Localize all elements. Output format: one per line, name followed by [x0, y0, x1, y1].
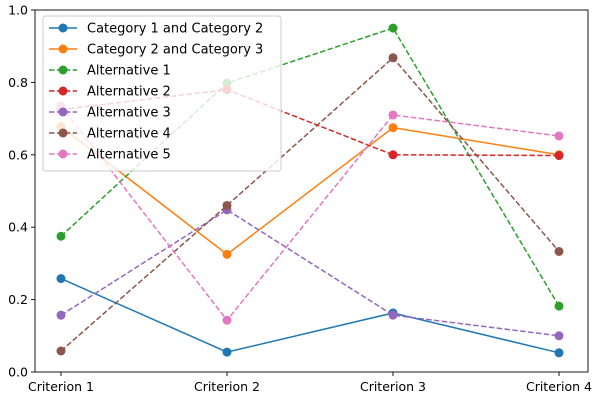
legend-label: Alternative 5 — [87, 148, 171, 163]
y-tick-label: 0.0 — [8, 365, 28, 380]
series-line — [60, 105, 560, 322]
series-5 — [56, 53, 564, 356]
data-point — [56, 310, 66, 320]
series-line — [60, 277, 560, 354]
data-point — [388, 23, 398, 33]
series-line — [60, 208, 560, 337]
y-tick-label: 1.0 — [8, 3, 28, 18]
legend-box — [42, 15, 282, 172]
data-point — [56, 274, 66, 284]
data-point — [388, 310, 398, 320]
data-point — [554, 331, 564, 341]
data-point — [388, 110, 398, 120]
x-tick-label: Criterion 1 — [28, 379, 94, 394]
x-tick-label: Criterion 3 — [360, 379, 426, 394]
data-point — [554, 301, 564, 311]
legend: Category 1 and Category 2 Category 2 and … — [42, 15, 282, 172]
legend-label: Alternative 2 — [87, 85, 171, 100]
legend-marker — [58, 65, 68, 75]
data-point — [222, 347, 232, 357]
y-tick-label: 0.8 — [8, 75, 28, 90]
axes-frame — [34, 9, 589, 373]
series-line — [60, 125, 560, 256]
legend-item: Alternative 1 — [49, 64, 171, 79]
data-point — [554, 131, 564, 141]
legend-marker — [58, 149, 68, 159]
data-point — [222, 315, 232, 325]
legend-label: Alternative 3 — [87, 106, 171, 121]
legend-label: Alternative 1 — [87, 64, 171, 79]
y-tick-label: 0.4 — [8, 220, 28, 235]
legend-label: Alternative 4 — [87, 127, 171, 142]
series-line — [60, 56, 560, 352]
data-point — [554, 348, 564, 358]
legend-marker — [58, 107, 68, 117]
legend-marker — [58, 86, 68, 96]
legend-item: Category 2 and Category 3 — [49, 43, 263, 58]
data-point — [56, 346, 66, 356]
legend-marker — [58, 128, 68, 138]
legend-item: Alternative 4 — [49, 127, 171, 142]
legend-marker — [58, 44, 68, 54]
y-tick-label: 0.6 — [8, 147, 28, 162]
y-tick-label: 0.2 — [8, 292, 28, 307]
data-point — [222, 249, 232, 259]
legend-item: Alternative 5 — [49, 148, 171, 163]
legend-marker — [58, 23, 68, 33]
data-point — [554, 246, 564, 256]
x-tick-label: Criterion 4 — [526, 379, 592, 394]
data-point — [388, 123, 398, 133]
data-point — [388, 53, 398, 63]
x-tick-label: Criterion 2 — [194, 379, 260, 394]
legend-item: Alternative 3 — [49, 106, 171, 121]
legend-item: Category 1 and Category 2 — [49, 22, 263, 37]
data-point — [222, 200, 232, 210]
legend-label: Category 2 and Category 3 — [87, 43, 263, 58]
data-point — [56, 231, 66, 241]
axes-layer: 0.0 0.2 0.4 0.6 0.8 1.0 Criterion 1 Criterion 2… — [8, 3, 592, 395]
data-point — [388, 150, 398, 160]
legend-label: Category 1 and Category 2 — [87, 22, 263, 37]
data-point — [554, 151, 564, 161]
legend-item: Alternative 2 — [49, 85, 171, 100]
